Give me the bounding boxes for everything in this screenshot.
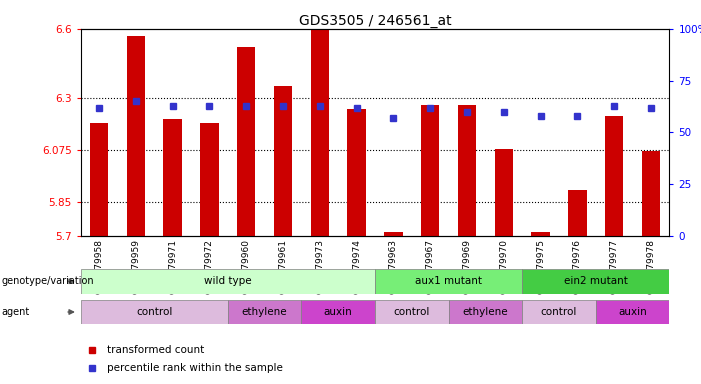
Text: genotype/variation: genotype/variation — [1, 276, 94, 286]
Text: ein2 mutant: ein2 mutant — [564, 276, 628, 286]
Bar — [449, 300, 522, 324]
Text: percentile rank within the sample: percentile rank within the sample — [107, 363, 283, 373]
Text: control: control — [394, 307, 430, 317]
Text: auxin: auxin — [618, 307, 647, 317]
Title: GDS3505 / 246561_at: GDS3505 / 246561_at — [299, 14, 451, 28]
Text: wild type: wild type — [204, 276, 252, 286]
Bar — [200, 123, 219, 236]
Bar — [301, 300, 375, 324]
Bar — [458, 105, 476, 236]
Text: aux1 mutant: aux1 mutant — [415, 276, 482, 286]
Text: control: control — [541, 307, 577, 317]
Bar — [522, 269, 669, 294]
Bar — [163, 119, 182, 236]
Bar — [375, 300, 449, 324]
Bar — [384, 232, 402, 236]
Bar — [421, 105, 440, 236]
Bar — [375, 269, 522, 294]
Text: control: control — [136, 307, 172, 317]
Text: agent: agent — [1, 307, 29, 317]
Text: ethylene: ethylene — [242, 307, 287, 317]
Bar — [596, 300, 669, 324]
Bar — [237, 47, 255, 236]
Bar — [642, 151, 660, 236]
Bar — [127, 36, 145, 236]
Bar — [81, 269, 375, 294]
Bar — [531, 232, 550, 236]
Bar — [605, 116, 623, 236]
Bar — [569, 190, 587, 236]
Bar — [348, 109, 366, 236]
Text: auxin: auxin — [324, 307, 353, 317]
Bar — [522, 300, 596, 324]
Bar — [81, 300, 228, 324]
Bar — [311, 29, 329, 236]
Bar — [90, 123, 108, 236]
Text: transformed count: transformed count — [107, 345, 205, 355]
Bar — [228, 300, 301, 324]
Bar — [495, 149, 513, 236]
Text: ethylene: ethylene — [463, 307, 508, 317]
Bar — [274, 86, 292, 236]
